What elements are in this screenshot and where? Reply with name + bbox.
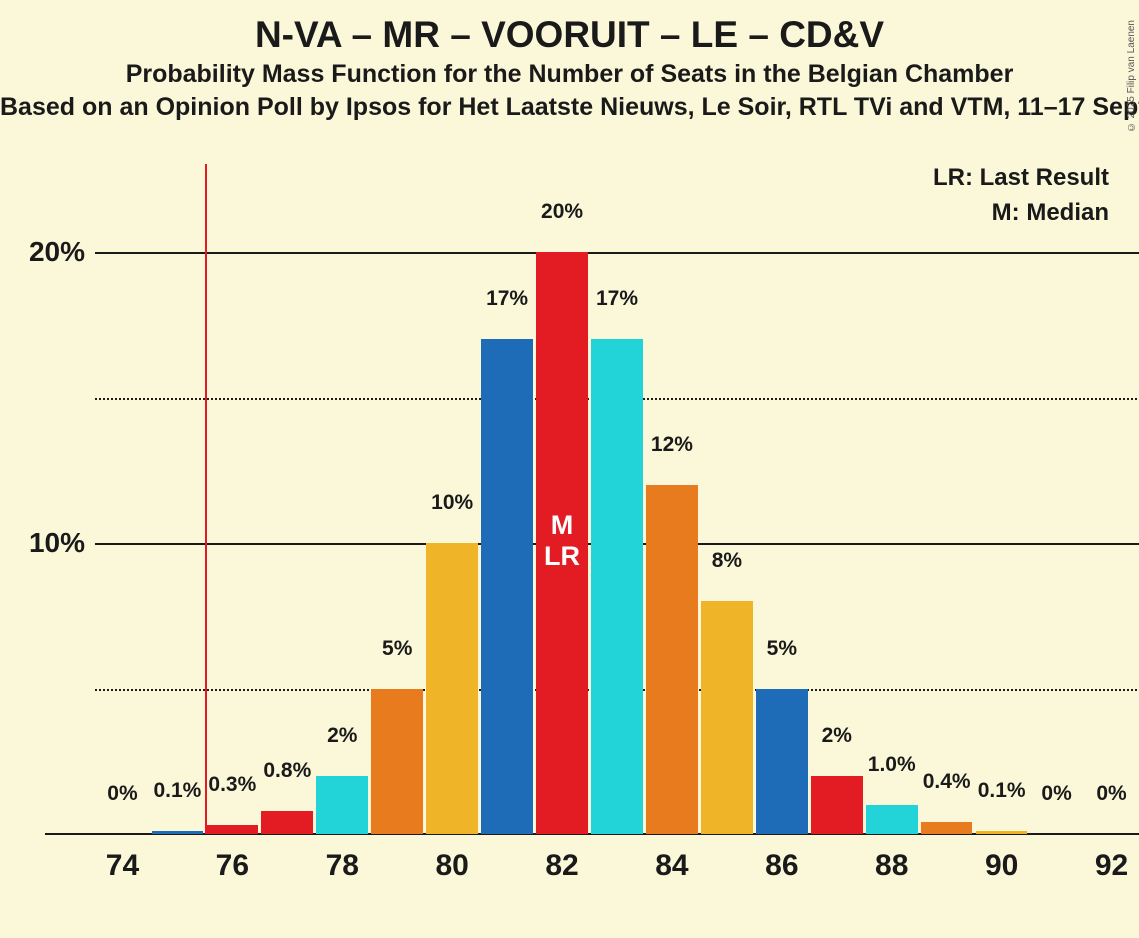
- bar: [866, 805, 918, 834]
- x-tick-label: 80: [435, 849, 468, 883]
- y-tick-label: 10%: [20, 527, 85, 559]
- chart-title: N-VA – MR – VOORUIT – LE – CD&V: [0, 14, 1139, 56]
- bar-value-label: 0%: [1096, 782, 1126, 806]
- bar: [371, 689, 423, 834]
- bar: [646, 485, 698, 834]
- bar-value-label: 0.8%: [263, 759, 311, 783]
- bar-value-label: 2%: [327, 724, 357, 748]
- x-tick-label: 90: [985, 849, 1018, 883]
- bar-value-label: 0%: [1041, 782, 1071, 806]
- bar-value-label: 1.0%: [868, 753, 916, 777]
- bar-value-label: 17%: [596, 287, 638, 311]
- bar: [481, 339, 533, 834]
- chart-area: 10% 20%0%0.1%0.3%0.8%2%5%10%17%20%MLR17%1…: [95, 194, 1139, 834]
- bar: [426, 543, 478, 834]
- x-tick-label: 82: [545, 849, 578, 883]
- bar: [316, 776, 368, 834]
- bar: [811, 776, 863, 834]
- bar-value-label: 0.1%: [153, 779, 201, 803]
- x-tick-label: 86: [765, 849, 798, 883]
- bar-value-label: 0.4%: [923, 770, 971, 794]
- x-axis-ticks: 74 76 78 80 82 84 86 88 90 92: [95, 849, 1139, 889]
- bar-value-label: 2%: [822, 724, 852, 748]
- bar-value-label: 0.1%: [978, 779, 1026, 803]
- x-tick-label: 84: [655, 849, 688, 883]
- x-tick-label: 78: [326, 849, 359, 883]
- attribution-text: © 2025 Filip van Laenen: [1126, 20, 1137, 132]
- bar-annotation: MLR: [544, 510, 580, 572]
- bar-value-label: 5%: [382, 637, 412, 661]
- bars-container: 0% 0.1% 0.3% 0.8% 2% 5% 10% 17% 20% MLR 17% 12% 8% 5%…: [95, 194, 1139, 834]
- bar: [921, 822, 973, 834]
- bar: [261, 811, 313, 834]
- legend-lr: LR: Last Result: [933, 164, 1109, 192]
- chart-subtitle-2: Based on an Opinion Poll by Ipsos for He…: [0, 93, 1139, 122]
- bar-value-label: 8%: [712, 549, 742, 573]
- x-tick-label: 88: [875, 849, 908, 883]
- bar: [701, 601, 753, 834]
- x-tick-label: 76: [216, 849, 249, 883]
- bar-value-label: 0%: [107, 782, 137, 806]
- bar: [591, 339, 643, 834]
- bar: [756, 689, 808, 834]
- y-tick-label: 20%: [20, 236, 85, 268]
- x-tick-label: 74: [106, 849, 139, 883]
- bar: [976, 831, 1028, 834]
- bar-value-label: 0.3%: [208, 773, 256, 797]
- bar-value-label: 20%: [541, 200, 583, 224]
- x-tick-label: 92: [1095, 849, 1128, 883]
- plot-region: 10% 20%0% 0.1% 0.3% 0.8% 2% 5% 10% 17% 20% MLR 17% 1…: [95, 194, 1139, 834]
- chart-subtitle-1: Probability Mass Function for the Number…: [0, 60, 1139, 89]
- bar-value-label: 5%: [767, 637, 797, 661]
- bar-value-label: 12%: [651, 433, 693, 457]
- bar-value-label: 10%: [431, 491, 473, 515]
- bar: [152, 831, 204, 834]
- bar-value-label: 17%: [486, 287, 528, 311]
- bar: [207, 825, 259, 834]
